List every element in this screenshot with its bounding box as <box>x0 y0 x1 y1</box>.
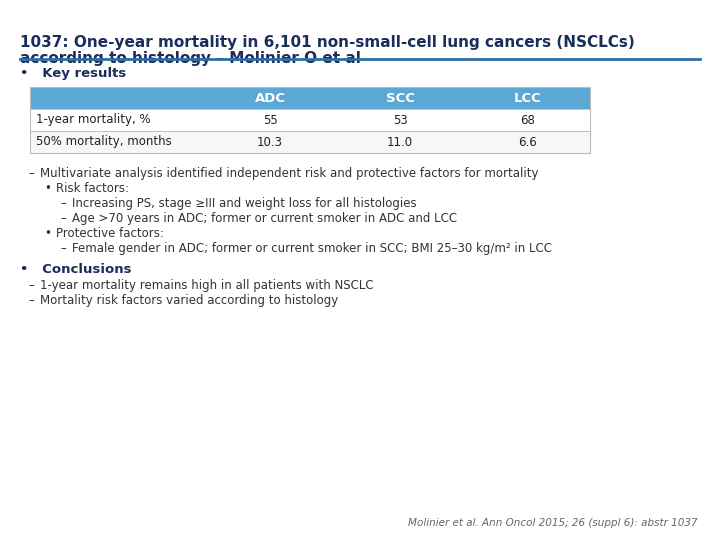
Text: –: – <box>60 242 66 255</box>
Text: •: • <box>44 182 51 195</box>
Text: 50% mortality, months: 50% mortality, months <box>36 136 172 148</box>
Text: –: – <box>28 279 34 292</box>
Text: Multivariate analysis identified independent risk and protective factors for mor: Multivariate analysis identified indepen… <box>40 167 539 180</box>
Text: Risk factors:: Risk factors: <box>56 182 129 195</box>
Text: LCC: LCC <box>513 91 541 105</box>
Text: 1-year mortality, %: 1-year mortality, % <box>36 113 150 126</box>
Text: ADC: ADC <box>254 91 286 105</box>
Text: 11.0: 11.0 <box>387 136 413 148</box>
Text: SCC: SCC <box>386 91 415 105</box>
Text: •   Key results: • Key results <box>20 67 126 80</box>
Bar <box>30 87 590 109</box>
Text: 53: 53 <box>392 113 408 126</box>
Text: Age >70 years in ADC; former or current smoker in ADC and LCC: Age >70 years in ADC; former or current … <box>72 212 457 225</box>
Text: 1-year mortality remains high in all patients with NSCLC: 1-year mortality remains high in all pat… <box>40 279 374 292</box>
Text: 10.3: 10.3 <box>257 136 283 148</box>
Bar <box>30 131 590 153</box>
Text: 1037: One-year mortality in 6,101 non-small-cell lung cancers (NSCLCs): 1037: One-year mortality in 6,101 non-sm… <box>20 35 635 50</box>
Bar <box>30 109 590 131</box>
Text: –: – <box>60 197 66 210</box>
Text: Molinier et al. Ann Oncol 2015; 26 (suppl 6): abstr 1037: Molinier et al. Ann Oncol 2015; 26 (supp… <box>408 518 698 528</box>
Text: –: – <box>28 294 34 307</box>
Text: according to histology – Molinier O et al: according to histology – Molinier O et a… <box>20 51 361 66</box>
Text: –: – <box>60 212 66 225</box>
Text: Mortality risk factors varied according to histology: Mortality risk factors varied according … <box>40 294 338 307</box>
Text: 68: 68 <box>520 113 535 126</box>
Text: 55: 55 <box>263 113 277 126</box>
Text: Female gender in ADC; former or current smoker in SCC; BMI 25–30 kg/m² in LCC: Female gender in ADC; former or current … <box>72 242 552 255</box>
Text: •   Conclusions: • Conclusions <box>20 263 132 276</box>
Text: 6.6: 6.6 <box>518 136 537 148</box>
Text: –: – <box>28 167 34 180</box>
Bar <box>30 87 590 153</box>
Text: •: • <box>44 227 51 240</box>
Text: Increasing PS, stage ≥III and weight loss for all histologies: Increasing PS, stage ≥III and weight los… <box>72 197 417 210</box>
Text: Protective factors:: Protective factors: <box>56 227 164 240</box>
